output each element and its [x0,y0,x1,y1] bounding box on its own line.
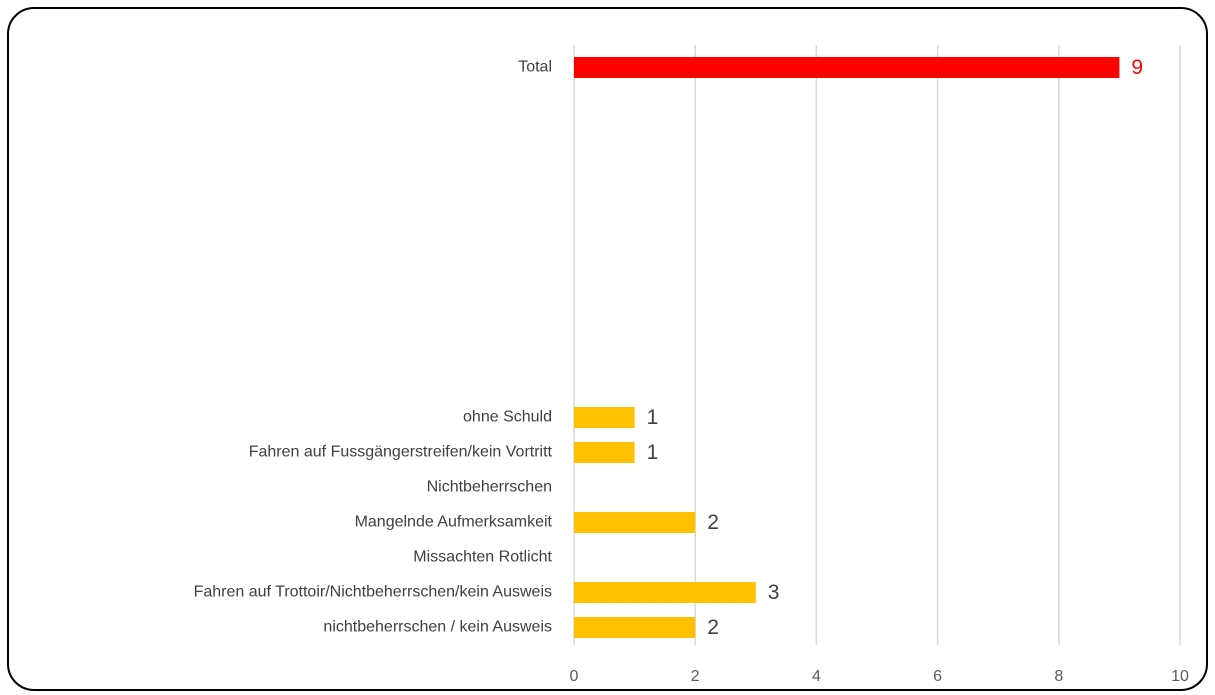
bar [574,407,635,428]
y-tick-label: Fahren auf Fussgängerstreifen/kein Vortr… [249,444,553,461]
y-tick-label: Total [518,59,552,76]
bar [574,57,1120,78]
data-label: 1 [647,406,659,429]
x-tick-label: 4 [812,668,821,685]
data-label: 2 [707,616,719,639]
y-tick-label: Fahren auf Trottoir/Nichtbeherrschen/kei… [194,584,552,601]
data-label: 9 [1131,56,1143,79]
x-tick-label: 2 [691,668,700,685]
chart-frame [7,7,1208,691]
data-label: 1 [647,441,659,464]
x-tick-label: 0 [570,668,579,685]
x-tick-label: 8 [1054,668,1063,685]
bar [574,442,635,463]
y-tick-label: nichtbeherrschen / kein Ausweis [323,619,552,636]
x-tick-label: 10 [1171,668,1189,685]
data-label: 3 [768,581,780,604]
bar [574,617,696,638]
x-tick-label: 6 [933,668,942,685]
y-tick-label: Missachten Rotlicht [413,549,552,566]
data-label: 2 [707,511,719,534]
bar [574,512,696,533]
y-tick-label: Nichtbeherrschen [427,479,552,496]
y-tick-label: Mangelnde Aufmerksamkeit [355,514,553,531]
bar [574,582,756,603]
y-tick-label: ohne Schuld [463,409,552,426]
